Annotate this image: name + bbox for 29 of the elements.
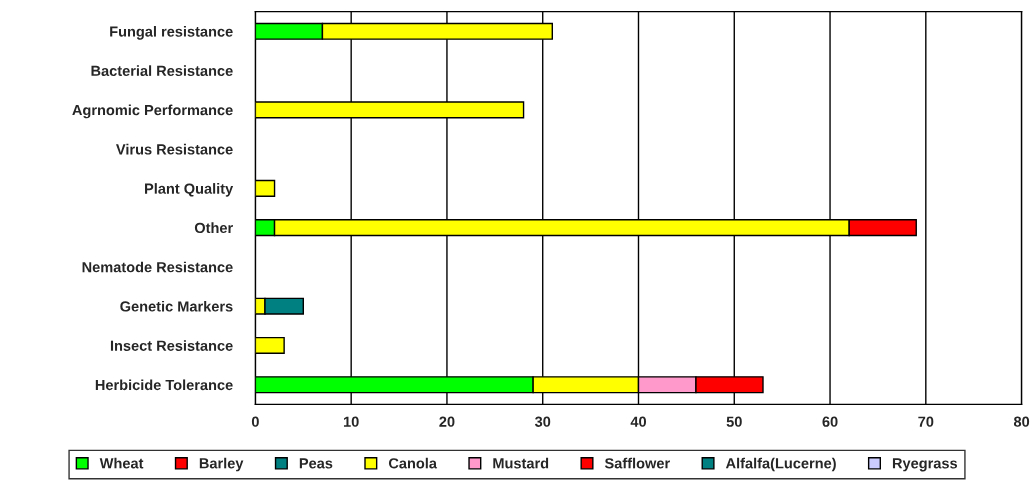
legend-label: Alfalfa(Lucerne) [725,457,836,472]
y-tick-label: Fungal resistance [110,26,233,40]
y-tick-label: Herbicide Tolerance [95,379,233,391]
x-tick-label: 60 [822,416,838,427]
x-tick-label: 0 [251,416,259,427]
bar [255,336,285,354]
legend-label: Canola [388,457,438,469]
x-tick-label: 10 [343,416,359,427]
legend-label: Mustard [493,457,549,469]
x-tick-label: 50 [726,416,742,427]
y-tick-label: Bacterial Resistance [91,65,233,76]
x-tick-label: 30 [534,416,551,427]
y-tick-label: Insect Resistance [110,340,233,351]
y-tick-label: Agrnomic Performance [72,104,233,119]
legend-label: Peas [299,458,333,469]
x-tick-label: 80 [1013,416,1030,427]
y-tick-label: Virus Resistance [116,143,233,155]
y-tick-label: Plant Quality [145,183,234,197]
x-tick-label: 70 [918,416,934,427]
x-tick-label: 20 [439,416,455,427]
y-tick-label: Nematode Resistance [82,261,233,273]
y-tick-label: Genetic Markers [120,300,233,312]
legend-label: Safflower [604,457,670,469]
bar [255,179,276,197]
y-tick-label: Other [194,222,233,234]
x-tick-label: 40 [630,416,647,427]
legend-label: Wheat [99,457,144,469]
legend-label: Ryegrass [892,458,958,472]
legend-label: Barley [199,457,244,472]
